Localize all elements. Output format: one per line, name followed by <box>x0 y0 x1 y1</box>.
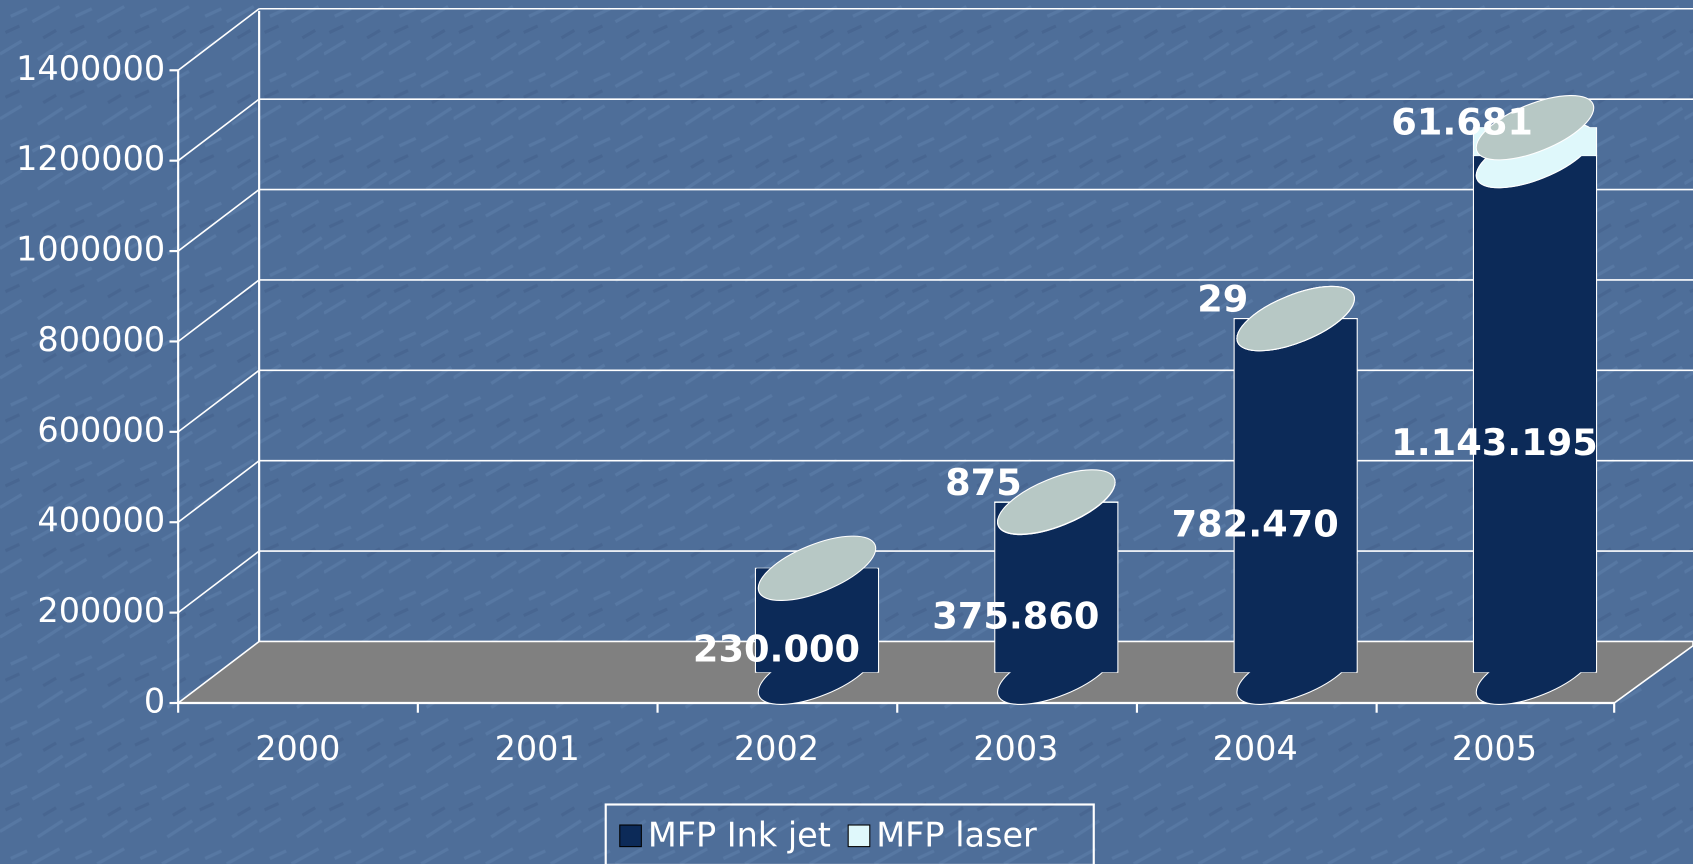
cylinder-top <box>1236 285 1355 352</box>
value-label: 61.681 <box>1391 100 1533 143</box>
cylinder-top <box>1475 94 1595 161</box>
value-label: 782.470 <box>1172 503 1339 546</box>
cylinder-top <box>757 535 877 602</box>
cylinder-fill <box>1474 155 1596 673</box>
y-tick-label: 400000 <box>37 501 165 540</box>
value-label: 230.000 <box>693 628 860 671</box>
y-tick-label: 1000000 <box>16 230 165 269</box>
y-tick-label: 1200000 <box>16 139 165 178</box>
value-label: 375.860 <box>932 595 1099 638</box>
cylinder-segment <box>1472 94 1598 189</box>
value-label: 875 <box>945 461 1022 504</box>
x-tick-label: 2005 <box>1452 729 1537 768</box>
y-tick-label: 800000 <box>37 320 165 359</box>
side-grid-line <box>177 369 260 433</box>
cylinder-top <box>997 469 1116 535</box>
value-label: 1.143.195 <box>1391 421 1598 464</box>
floor <box>175 640 1693 704</box>
legend-label: MFP Ink jet <box>648 815 831 854</box>
y-tick-label: 600000 <box>37 410 165 449</box>
y-tick-label: 1400000 <box>16 49 165 88</box>
side-grid-line <box>177 279 260 343</box>
cylinder-segment <box>754 535 880 705</box>
x-tick-label: 2004 <box>1213 729 1298 768</box>
x-tick-label: 2003 <box>973 729 1058 768</box>
x-tick-label: 2002 <box>734 729 819 768</box>
y-tick-label: 0 <box>144 682 165 721</box>
y-tick-label: 200000 <box>37 591 165 630</box>
side-grid-line <box>177 460 260 523</box>
cylinder-segment <box>1472 122 1598 705</box>
legend-swatch <box>847 824 871 848</box>
side-grid-line <box>177 550 260 614</box>
legend-label: MFP laser <box>876 815 1037 854</box>
side-grid-line <box>177 8 260 71</box>
cylinder-fill <box>1235 318 1357 673</box>
side-grid-line <box>177 188 260 252</box>
cylinder-segment <box>994 469 1119 536</box>
x-tick-label: 2000 <box>255 729 340 768</box>
legend-swatch <box>619 824 642 848</box>
side-grid-line <box>177 98 260 162</box>
legend-box <box>604 803 1095 864</box>
x-tick-label: 2001 <box>495 729 580 768</box>
x-axis-ticks <box>177 703 1616 713</box>
cylinder-segment <box>1233 285 1358 352</box>
value-label: 29 <box>1197 277 1248 320</box>
